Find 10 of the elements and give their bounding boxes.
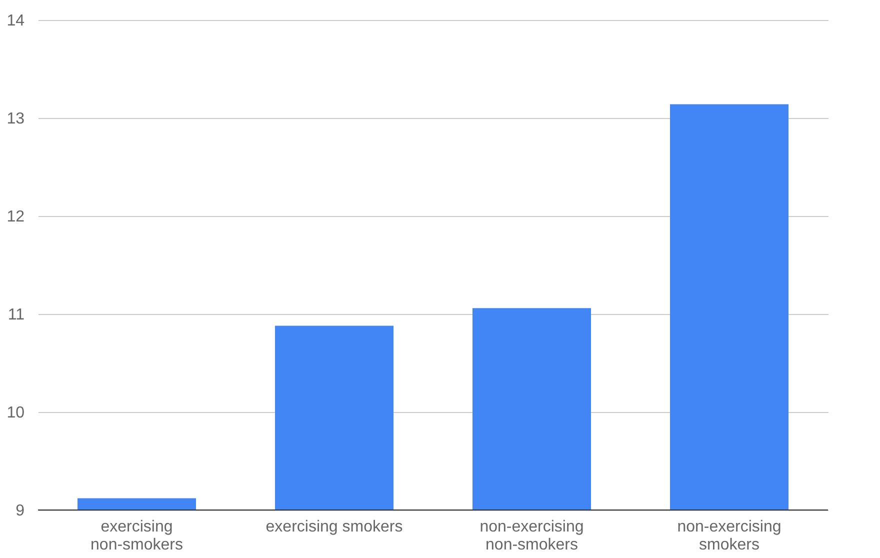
x-tick-label: exercising non-smokers [90, 518, 183, 554]
y-tick-label: 9 [16, 502, 25, 520]
y-tick-label: 14 [6, 12, 25, 30]
y-tick-label: 13 [6, 110, 25, 128]
y-tick-label: 12 [6, 208, 25, 226]
y-tick-label: 11 [8, 306, 25, 324]
x-tick-label: non-exercising smokers [677, 518, 782, 554]
x-tick-label: non-exercising non-smokers [480, 518, 584, 554]
y-tick-label: 10 [6, 404, 25, 422]
x-tick-label: exercising smokers [266, 518, 403, 536]
